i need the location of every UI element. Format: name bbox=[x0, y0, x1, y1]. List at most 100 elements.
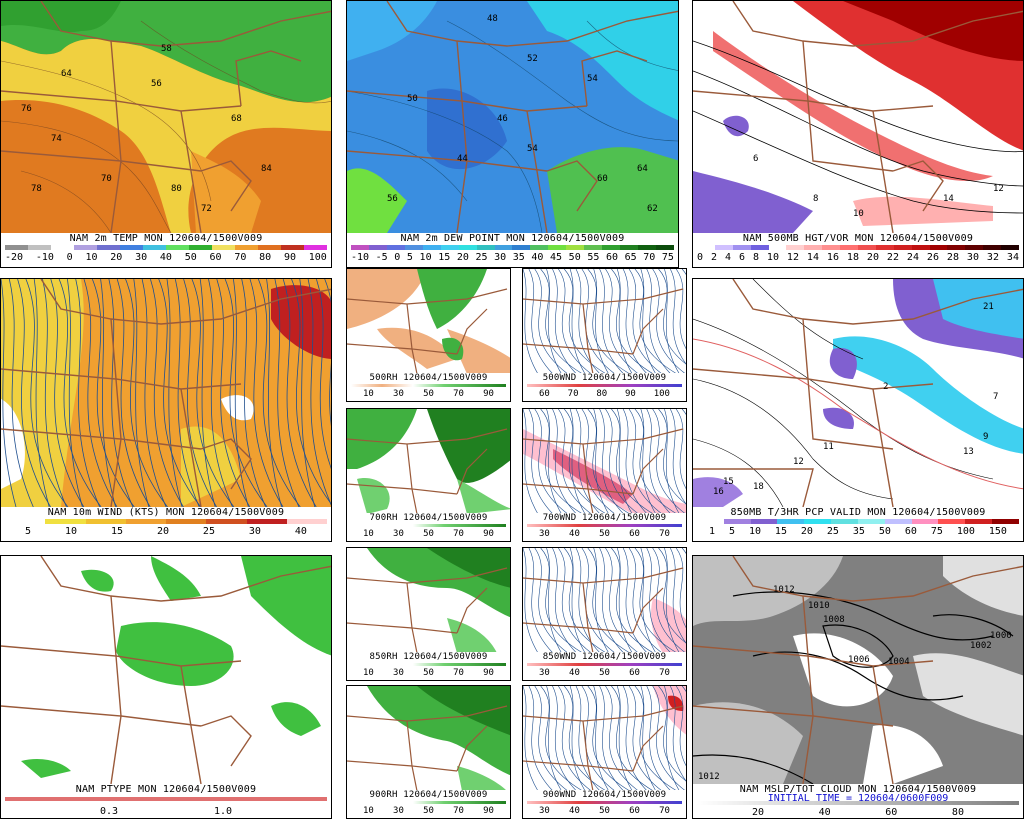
tick-label: 5 bbox=[25, 526, 32, 537]
temp-label: 68 bbox=[231, 114, 242, 124]
tick-label: 70 bbox=[643, 252, 656, 263]
tick-label: 4 bbox=[724, 252, 731, 263]
tick-label: 60 bbox=[885, 807, 898, 818]
streamline bbox=[587, 409, 630, 514]
temp-colorbar bbox=[5, 245, 327, 250]
tick-label: 10 bbox=[85, 252, 98, 263]
dew-label: 50 bbox=[407, 94, 418, 104]
tick-label: 6 bbox=[738, 252, 745, 263]
colorbar-swatch bbox=[697, 519, 724, 524]
colorbar-swatch bbox=[655, 245, 674, 250]
tick-label: 30 bbox=[393, 389, 404, 399]
streamline bbox=[183, 279, 217, 507]
streamline bbox=[605, 686, 639, 791]
tick-label: 10 bbox=[748, 526, 761, 537]
vort-map: 6 10 14 12 8 bbox=[693, 1, 1023, 233]
mslp-init-time: INITIAL TIME = 120604/0600F009 bbox=[767, 793, 949, 804]
colorbar-swatch bbox=[530, 245, 549, 250]
colorbar-swatch bbox=[286, 519, 327, 524]
tick-label: 90 bbox=[625, 389, 636, 399]
colorbar-swatch bbox=[714, 245, 733, 250]
mslp-caption: NAM MSLP/TOT CLOUD MON 120604/1500V009 bbox=[693, 784, 1023, 795]
mslp-ticks: 20 40 60 80 bbox=[697, 807, 1019, 818]
colorbar-swatch bbox=[476, 245, 495, 250]
t850-label: 11 bbox=[823, 442, 834, 452]
colorbar-swatch bbox=[584, 245, 603, 250]
tick-label: 30 bbox=[539, 668, 550, 678]
streamline bbox=[640, 686, 657, 791]
streamline bbox=[664, 269, 680, 374]
streamline bbox=[634, 548, 678, 653]
colorbar-swatch bbox=[822, 245, 841, 250]
temp-caption: NAM 2m TEMP MON 120604/1500V009 bbox=[1, 233, 331, 244]
streamline bbox=[616, 409, 633, 514]
t850-panel: 12 11 15 16 18 2 7 9 13 21 850MB T/3HR P… bbox=[692, 278, 1024, 542]
colorbar-swatch bbox=[422, 245, 441, 250]
mslp-colorbar bbox=[697, 801, 1019, 805]
streamline bbox=[640, 269, 657, 374]
streamline bbox=[569, 409, 586, 514]
colorbar-swatch bbox=[458, 245, 477, 250]
tick-label: 90 bbox=[283, 252, 296, 263]
streamline bbox=[249, 279, 284, 507]
streamline bbox=[528, 269, 554, 374]
vort-label: 6 bbox=[753, 154, 758, 164]
vort-caption: NAM 500MB HGT/VOR MON 120604/1500V009 bbox=[693, 233, 1023, 244]
streamline bbox=[652, 686, 686, 791]
vort-ticks: 0 2 4 6 8 10 12 14 16 18 20 22 24 26 28 30 32 34 bbox=[697, 252, 1019, 263]
vort-label: 10 bbox=[853, 209, 864, 219]
mslp-label: 1010 bbox=[808, 601, 830, 611]
colorbar-swatch bbox=[893, 245, 912, 250]
streamline bbox=[569, 548, 586, 653]
tick-label: 80 bbox=[596, 389, 608, 399]
colorbar-swatch bbox=[857, 519, 885, 524]
tick-label: 8 bbox=[752, 252, 759, 263]
tick-label: 50 bbox=[599, 806, 610, 816]
colorbar-swatch bbox=[965, 245, 984, 250]
wnd700-ticks: 30 40 50 60 70 bbox=[527, 529, 682, 540]
t850-colorbar bbox=[697, 519, 1019, 524]
tick-label: 20 bbox=[866, 252, 879, 263]
streamline bbox=[664, 548, 680, 653]
tick-label: 0 bbox=[697, 252, 704, 263]
streamline bbox=[599, 686, 624, 791]
streamline bbox=[581, 548, 616, 653]
t850-label: 15 bbox=[723, 477, 734, 487]
colorbar-swatch bbox=[983, 245, 1002, 250]
mslp-label: 1004 bbox=[888, 657, 910, 667]
tick-label: 15 bbox=[110, 526, 123, 537]
tick-label: 45 bbox=[550, 252, 563, 263]
wnd500-colorbar bbox=[527, 384, 682, 387]
streamline bbox=[593, 548, 609, 653]
tick-label: 30 bbox=[135, 252, 148, 263]
streamline bbox=[558, 548, 592, 653]
streamline bbox=[575, 686, 601, 791]
colorbar-swatch bbox=[45, 519, 86, 524]
streamline bbox=[558, 686, 592, 791]
streamline bbox=[616, 269, 633, 374]
mslp-label: 1012 bbox=[698, 772, 720, 782]
streamline bbox=[552, 686, 577, 791]
wnd500-caption: 500WND 120604/1500V009 bbox=[523, 373, 686, 384]
wnd700-map bbox=[523, 409, 686, 514]
streamline bbox=[546, 548, 562, 653]
streamline bbox=[622, 409, 648, 514]
tick-label: 12 bbox=[786, 252, 799, 263]
t850-label: 9 bbox=[983, 432, 988, 442]
streamline bbox=[274, 279, 300, 507]
tick-label: 35 bbox=[512, 252, 525, 263]
tick-label: 55 bbox=[587, 252, 600, 263]
temp-label: 84 bbox=[261, 164, 272, 174]
colorbar-swatch bbox=[831, 519, 858, 524]
streamline bbox=[628, 269, 663, 374]
colorbar-swatch bbox=[804, 245, 823, 250]
dew-label: 52 bbox=[527, 54, 538, 64]
streamline bbox=[257, 279, 301, 507]
tick-label: 32 bbox=[986, 252, 999, 263]
streamline bbox=[25, 279, 69, 507]
streamline bbox=[166, 279, 183, 507]
streamline bbox=[587, 548, 630, 653]
tick-label: 5 bbox=[728, 526, 735, 537]
colorbar-swatch bbox=[166, 519, 207, 524]
rh700-ticks: 10 30 50 70 90 bbox=[351, 529, 506, 540]
